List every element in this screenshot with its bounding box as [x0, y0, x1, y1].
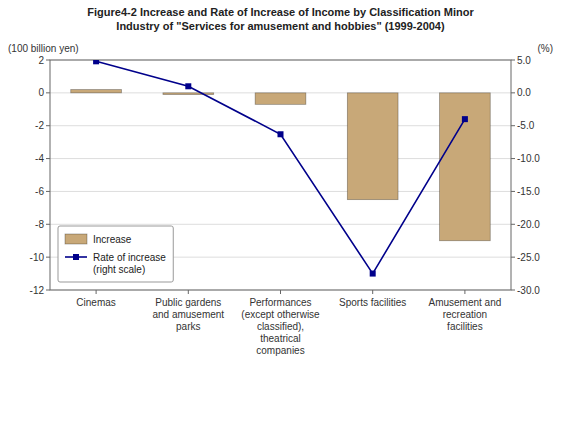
legend-marker: [73, 254, 79, 260]
y2-tick: [511, 224, 515, 225]
y2-tick: [511, 92, 515, 93]
y-tick-label: 0: [38, 87, 44, 98]
legend: Increase Rate of increase(right scale): [58, 226, 173, 282]
y-tick: [46, 158, 50, 159]
y2-tick-label: -5.0: [517, 120, 535, 131]
y-tick: [46, 191, 50, 192]
y-tick-label: 2: [38, 55, 44, 66]
marker: [370, 271, 376, 277]
grid: [50, 60, 511, 290]
y2-tick-label: -25.0: [517, 252, 540, 263]
y2-tick-label: -30.0: [517, 285, 540, 296]
y2-tick-label: -20.0: [517, 219, 540, 230]
y-tick-label: -4: [35, 153, 44, 164]
axes: -12 -10 -8 -6 -4 -2 0 2 -30.0 -25.0 -20.0 -15.0 -10.…: [30, 55, 541, 357]
y2-tick: [511, 257, 515, 258]
legend-swatch: [65, 234, 87, 244]
x-tick: [464, 290, 465, 294]
y2-axis-label: (%): [537, 43, 553, 54]
x-tick: [188, 290, 189, 294]
y-tick-label: -6: [35, 186, 44, 197]
marker: [462, 116, 468, 122]
legend-label: Rate of increase(right scale): [93, 252, 166, 275]
x-tick-label: Cinemas: [76, 297, 115, 308]
x-tick-label: Amusement andrecreationfacilities: [428, 297, 501, 332]
y-tick: [46, 60, 50, 61]
y2-tick-label: -15.0: [517, 186, 540, 197]
y-tick: [46, 224, 50, 225]
x-tick-label: Performances(except otherwiseclassified)…: [241, 297, 320, 356]
x-tick-label: Public gardensand amusementparks: [152, 297, 224, 332]
y-tick-label: -2: [35, 120, 44, 131]
legend-item: Rate of increase(right scale): [65, 252, 166, 275]
bar: [440, 93, 491, 241]
y-tick: [46, 92, 50, 93]
x-tick-label: Sports facilities: [339, 297, 406, 308]
x-tick: [280, 290, 281, 294]
x-tick: [96, 290, 97, 294]
x-tick: [372, 290, 373, 294]
legend-label: Increase: [93, 234, 132, 245]
bar: [255, 93, 306, 105]
y2-tick-label: 0.0: [517, 87, 531, 98]
y2-tick-label: 5.0: [517, 55, 531, 66]
y2-tick: [511, 290, 515, 291]
chart: Figure4-2 Increase and Rate of Increase …: [0, 0, 561, 433]
plot-frame: [50, 60, 511, 290]
legend-box: [58, 226, 173, 282]
bar: [163, 93, 214, 95]
y-tick: [46, 257, 50, 258]
y2-tick: [511, 191, 515, 192]
y2-tick: [511, 125, 515, 126]
marker: [278, 131, 284, 137]
y2-tick: [511, 60, 515, 61]
y-axis-label: (100 billion yen): [8, 43, 79, 54]
bar: [71, 90, 122, 93]
marker: [185, 83, 191, 89]
y-tick-label: -10: [30, 252, 45, 263]
y2-tick: [511, 158, 515, 159]
y-tick-label: -12: [30, 285, 45, 296]
background: [0, 0, 561, 433]
y-tick: [46, 125, 50, 126]
y2-tick-label: -10.0: [517, 153, 540, 164]
bar: [347, 93, 398, 200]
y-tick-label: -8: [35, 219, 44, 230]
title: Figure4-2 Increase and Rate of Increase …: [87, 6, 474, 32]
marker: [93, 60, 99, 64]
y-tick: [46, 290, 50, 291]
legend-item: Increase: [65, 234, 132, 245]
